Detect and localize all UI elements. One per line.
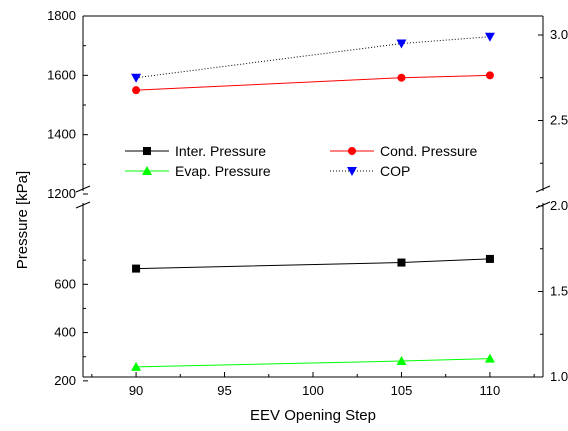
series-line — [136, 74, 490, 91]
series-line — [136, 258, 490, 270]
y-right-tick-label: 3.0 — [550, 27, 568, 42]
legend-item: Inter. Pressure — [125, 143, 266, 159]
axis-ticks: 90 95 100 105 110 1200 1400 1600 1800 200 400 600 1.… — [47, 8, 568, 398]
x-axis-title: EEV Opening Step — [250, 407, 376, 424]
legend-label: Inter. Pressure — [175, 143, 266, 159]
legend-item: Cond. Pressure — [330, 143, 477, 159]
y-right-tick-label: 2.0 — [550, 198, 568, 213]
y-left-tick-label: 400 — [54, 325, 76, 340]
data-point — [396, 356, 407, 366]
series-layer — [131, 32, 495, 371]
y-right-tick-label: 1.5 — [550, 284, 568, 299]
legend: Inter. Pressure Cond. Pressure Evap. Press… — [125, 143, 477, 179]
y-left-tick-label: 600 — [54, 276, 76, 291]
data-point — [397, 73, 406, 82]
series-line — [136, 358, 490, 368]
right-axis-break-mark — [535, 185, 551, 193]
y-axis-title: Pressure [kPa] — [14, 171, 31, 269]
x-tick-label: 110 — [480, 383, 501, 398]
series-cop — [131, 32, 495, 83]
y-left-tick-label: 1800 — [47, 8, 76, 23]
data-point — [484, 353, 495, 363]
series-line — [136, 36, 490, 79]
data-point — [396, 39, 407, 49]
y-right-tick-label: 1.0 — [550, 369, 568, 384]
y-left-tick-label: 1600 — [47, 67, 76, 82]
data-point — [485, 254, 494, 263]
data-point — [132, 86, 141, 95]
legend-label: Evap. Pressure — [175, 163, 271, 179]
left-axis-break-mark — [75, 185, 91, 193]
legend-marker — [143, 147, 151, 155]
data-point — [131, 361, 142, 371]
y-left-tick-label: 200 — [54, 373, 76, 388]
data-point — [397, 258, 406, 267]
x-tick-label: 100 — [302, 383, 324, 398]
data-point — [484, 32, 495, 42]
legend-item: Evap. Pressure — [125, 163, 271, 179]
legend-label: COP — [380, 163, 410, 179]
x-tick-label: 90 — [129, 383, 143, 398]
x-tick-label: 105 — [391, 383, 413, 398]
legend-label: Cond. Pressure — [380, 143, 477, 159]
y-left-tick-label: 1200 — [47, 186, 76, 201]
data-point — [485, 71, 494, 80]
legend-item: COP — [330, 163, 410, 179]
plot-frame — [75, 15, 551, 378]
y-right-tick-label: 2.5 — [550, 113, 568, 128]
series-evap-pressure — [131, 353, 495, 371]
x-tick-label: 95 — [217, 383, 231, 398]
y-left-tick-label: 1400 — [47, 127, 76, 142]
data-point — [131, 73, 142, 83]
legend-marker — [348, 147, 356, 155]
legend-marker — [347, 167, 357, 176]
right-axis-break-mark — [535, 201, 551, 209]
data-point — [132, 264, 141, 273]
series-inter-pressure — [132, 254, 494, 273]
series-cond-pressure — [132, 71, 494, 95]
legend-marker — [142, 166, 152, 175]
left-axis-break-mark — [75, 201, 91, 209]
